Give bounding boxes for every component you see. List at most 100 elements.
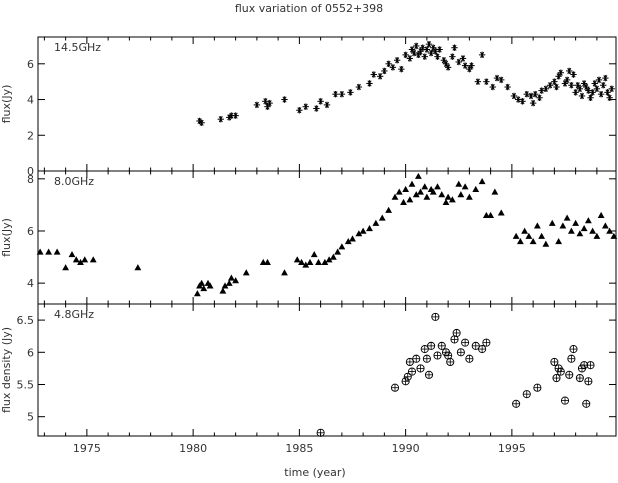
data-point	[587, 94, 594, 101]
data-point	[582, 399, 591, 408]
data-point	[400, 198, 407, 206]
data-point	[338, 243, 346, 250]
data-point	[570, 71, 577, 78]
data-point	[563, 76, 571, 84]
data-point	[491, 188, 499, 195]
data-point	[565, 370, 574, 379]
data-point	[381, 67, 388, 75]
data-point	[344, 238, 352, 245]
data-point	[228, 112, 235, 119]
data-point	[474, 78, 482, 85]
data-point	[516, 238, 524, 245]
data-point	[316, 428, 325, 437]
data-point	[253, 101, 261, 109]
data-point	[451, 44, 458, 51]
data-point	[604, 89, 611, 96]
data-point	[264, 258, 271, 265]
data-point	[306, 258, 314, 265]
data-point	[446, 357, 455, 367]
data-point	[310, 251, 318, 258]
data-point	[452, 328, 461, 338]
y-tick-label: 6	[27, 346, 34, 359]
data-point	[529, 99, 537, 107]
data-point	[589, 227, 597, 234]
data-point	[542, 85, 550, 93]
data-point	[584, 377, 593, 386]
y-axis-label: flux(Jy)	[0, 218, 13, 257]
data-point	[62, 264, 70, 271]
data-point	[497, 209, 505, 216]
data-point	[406, 196, 414, 203]
data-point	[338, 90, 346, 98]
data-point	[366, 80, 373, 87]
data-point	[456, 348, 465, 357]
data-point	[315, 258, 322, 265]
data-point	[434, 53, 441, 60]
data-point	[323, 101, 331, 109]
data-point	[580, 224, 588, 232]
data-point	[512, 232, 520, 239]
data-point	[525, 232, 533, 239]
data-point	[597, 211, 605, 219]
data-point	[81, 256, 89, 263]
data-point	[389, 64, 397, 71]
data-point	[422, 354, 431, 363]
data-point	[555, 238, 563, 245]
data-point	[560, 396, 570, 405]
data-point	[266, 99, 273, 107]
data-point	[402, 51, 409, 59]
data-point	[332, 90, 339, 98]
data-point	[533, 383, 542, 392]
data-point	[593, 232, 601, 239]
x-tick-label: 1975	[73, 442, 101, 455]
data-point	[200, 284, 208, 292]
data-point	[521, 227, 529, 234]
data-point	[193, 290, 201, 297]
data-point	[390, 383, 400, 392]
data-point	[533, 222, 541, 229]
y-tick-label: 8	[27, 173, 34, 186]
data-point	[376, 73, 384, 80]
data-point	[420, 345, 429, 354]
data-point	[430, 44, 437, 51]
data-point	[487, 211, 495, 219]
data-point	[347, 89, 354, 96]
data-point	[349, 235, 356, 242]
data-point	[455, 180, 463, 187]
data-point	[36, 248, 44, 255]
y-tick-label: 4	[27, 277, 34, 290]
data-point	[225, 279, 233, 286]
x-tick-label: 1980	[179, 442, 207, 455]
data-point	[569, 345, 578, 354]
data-point	[424, 370, 434, 379]
data-point	[483, 78, 490, 85]
data-point	[372, 219, 380, 226]
data-point	[416, 364, 425, 373]
data-point	[459, 55, 467, 62]
data-point	[550, 357, 559, 367]
data-point	[478, 178, 486, 185]
data-point	[546, 82, 554, 89]
data-point	[385, 60, 392, 67]
y-tick-label: 6	[27, 58, 34, 71]
data-point	[221, 282, 229, 289]
data-point	[538, 232, 546, 239]
x-tick-label: 1985	[285, 442, 313, 455]
data-point	[567, 354, 576, 363]
data-point	[355, 230, 363, 237]
panel-0: 0 2 4 6 14.5GHz flux(Jy)	[0, 36, 617, 178]
chart-title: flux variation of 0552+398	[235, 2, 383, 15]
data-point	[378, 214, 386, 221]
panel-1: 4 6 8 8.0GHz flux(Jy)	[0, 170, 618, 305]
data-point	[77, 258, 84, 265]
data-point	[602, 74, 609, 82]
panels-layer: 0 2 4 6 14.5GHz flux(Jy) 4 6 8 8.0GHz flux(Jy) 5 5.5…	[0, 36, 618, 455]
data-point	[406, 55, 414, 62]
data-point	[542, 240, 550, 247]
data-point	[405, 357, 414, 367]
data-point	[408, 180, 416, 187]
data-point	[504, 83, 511, 91]
data-point	[557, 69, 564, 76]
data-point	[134, 264, 142, 271]
